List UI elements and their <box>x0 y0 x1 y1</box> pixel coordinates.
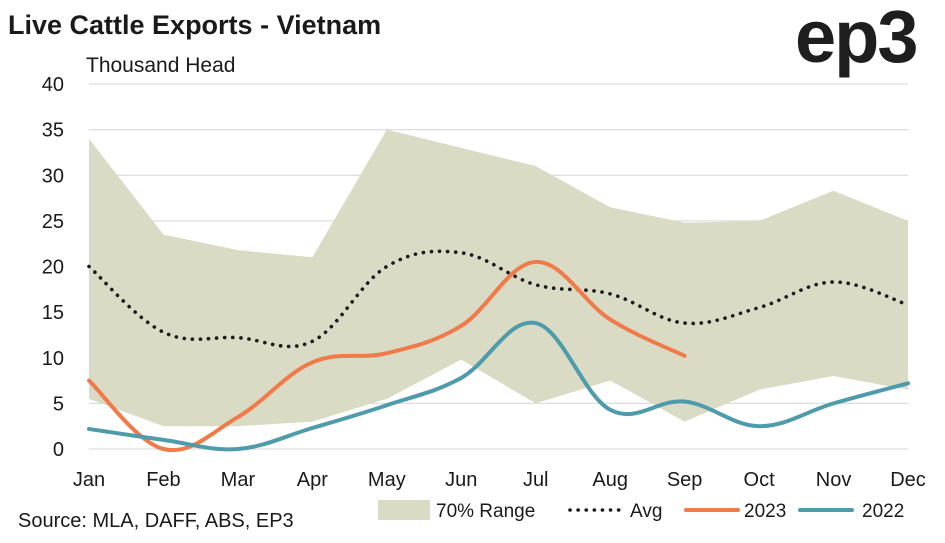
legend-label-range: 70% Range <box>436 501 535 522</box>
legend-label-avg: Avg <box>630 501 662 522</box>
legend-swatch-range <box>378 500 430 520</box>
y-tick-label: 0 <box>53 439 64 461</box>
y-tick-label: 10 <box>42 348 64 370</box>
y-tick-label: 25 <box>42 211 64 233</box>
legend-label-2022: 2022 <box>862 501 904 522</box>
x-axis-ticks: Jan Feb Mar Apr May Jun Jul Aug Sep Oct Nov Dec <box>73 469 926 491</box>
series-line-2023 <box>87 259 687 453</box>
y-tick-label: 30 <box>42 165 64 187</box>
ep3-logo: ep3 <box>795 0 919 78</box>
y-tick-label: 5 <box>53 393 64 415</box>
range-band <box>89 129 908 427</box>
series-lines <box>87 249 910 453</box>
legend-label-2023: 2023 <box>744 501 786 522</box>
x-tick-label: May <box>368 469 406 491</box>
x-tick-label: Nov <box>816 469 852 491</box>
series-line-avg <box>87 249 910 349</box>
chart-title: Live Cattle Exports - Vietnam <box>8 10 382 40</box>
x-tick-label: Mar <box>221 469 256 491</box>
x-tick-label: Jul <box>523 469 549 491</box>
x-tick-label: Feb <box>146 469 180 491</box>
range-band-area <box>89 129 908 427</box>
x-tick-label: Dec <box>890 469 926 491</box>
y-axis-ticks: 0 5 10 15 20 25 30 35 40 <box>42 74 64 461</box>
y-tick-label: 40 <box>42 74 64 96</box>
source-note: Source: MLA, DAFF, ABS, EP3 <box>18 510 294 532</box>
x-tick-label: Jun <box>445 469 477 491</box>
y-tick-label: 20 <box>42 257 64 279</box>
unit-label: Thousand Head <box>86 54 236 77</box>
x-tick-label: Oct <box>744 469 776 491</box>
x-tick-label: Aug <box>592 469 628 491</box>
legend: 70% Range Avg 2023 2022 <box>378 500 904 522</box>
series-line-2022 <box>87 320 910 452</box>
x-tick-label: Apr <box>297 469 328 491</box>
x-tick-label: Sep <box>667 469 703 491</box>
y-tick-label: 15 <box>42 302 64 324</box>
y-tick-label: 35 <box>42 120 64 142</box>
x-tick-label: Jan <box>73 469 105 491</box>
